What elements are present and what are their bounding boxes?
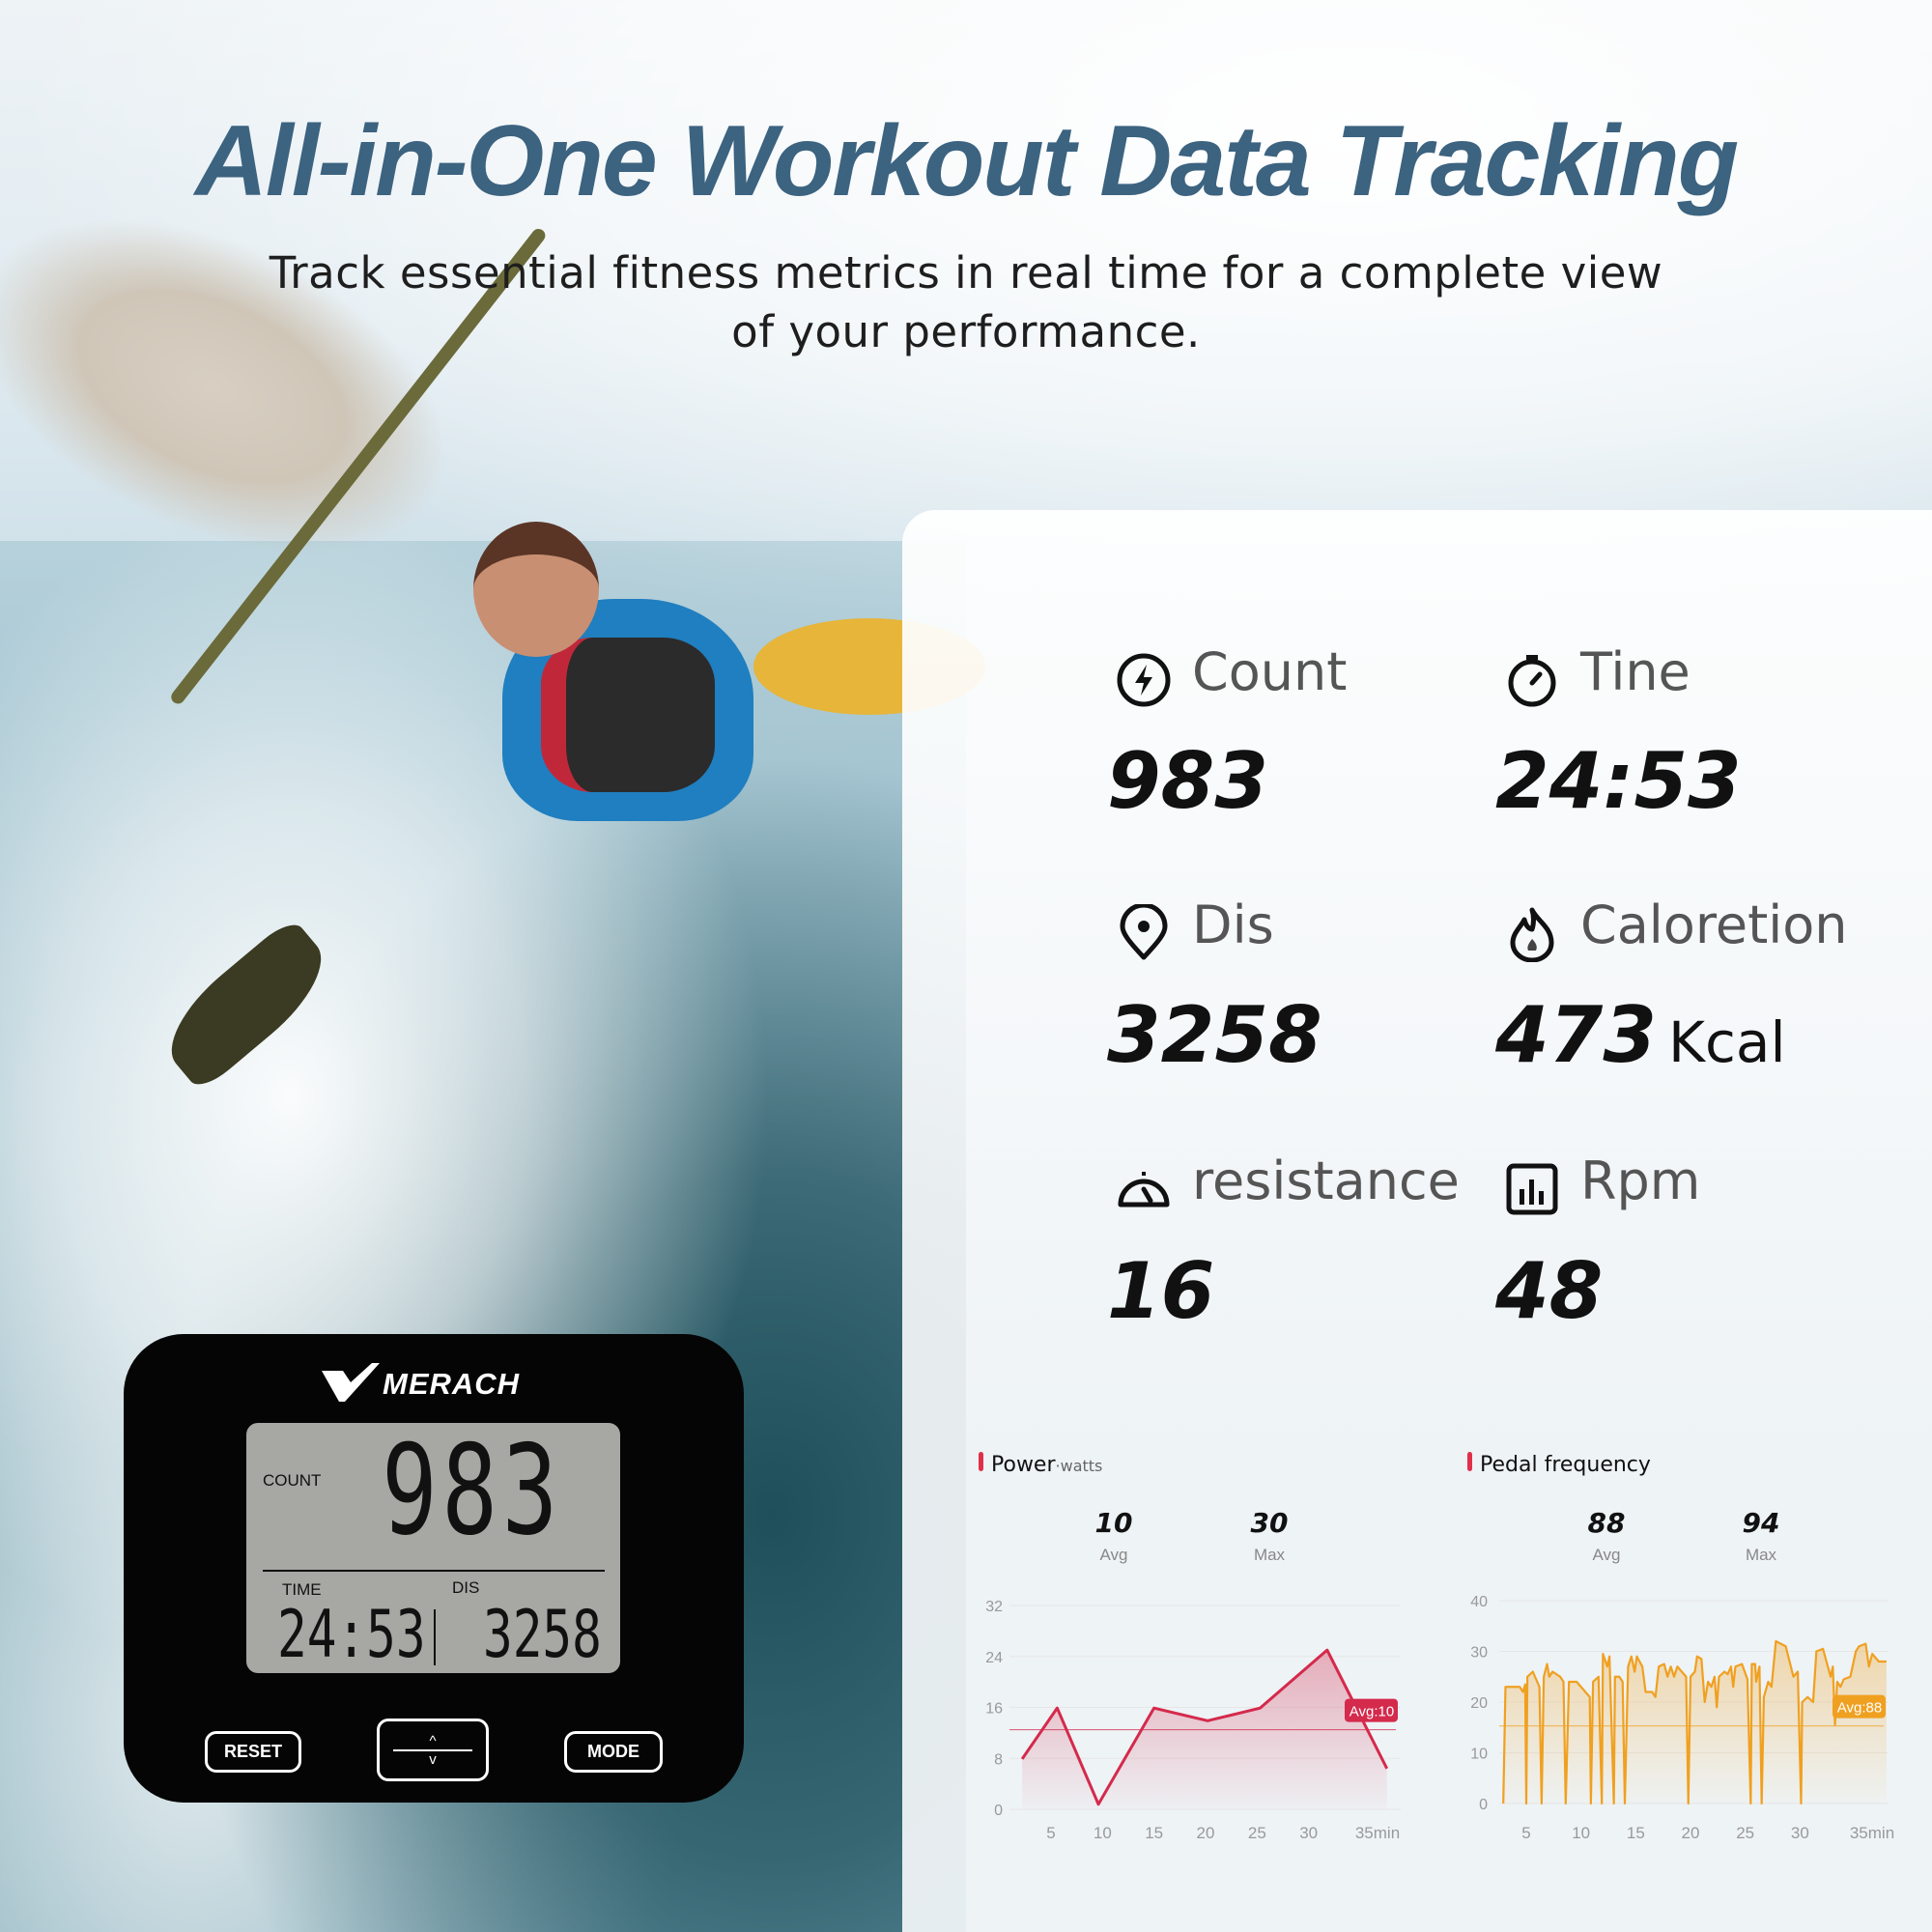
power-series-line: [1020, 1648, 1389, 1806]
power-ytick-label: 8: [994, 1751, 1003, 1768]
metric-label-3: Caloretion: [1580, 895, 1848, 955]
pedal-ytick-label: 30: [1470, 1645, 1488, 1662]
metric-value-wrap-5: 48: [1495, 1246, 1603, 1336]
reset-button[interactable]: RESET: [205, 1731, 301, 1773]
metric-value-wrap-4: 16: [1107, 1246, 1214, 1336]
subtitle-line-1: Track essential fitness metrics in real …: [269, 247, 1663, 298]
power-xtick-label: 30: [1299, 1824, 1318, 1842]
pedal-xtick-label: 30: [1791, 1824, 1809, 1842]
metric-value: 48: [1495, 1246, 1604, 1336]
pedal-xtick-label: 5: [1521, 1824, 1530, 1842]
up-arrow-icon[interactable]: ^: [429, 1732, 437, 1749]
lcd-dis-label: DIS: [452, 1578, 480, 1597]
metric-label-0: Count: [1192, 641, 1348, 702]
power-xtick-label: 25: [1248, 1824, 1266, 1842]
power-chart-title: Power ·watts: [979, 1452, 1102, 1477]
stopwatch-icon: [1508, 655, 1556, 707]
metric-value-wrap-1: 24:53: [1495, 736, 1742, 826]
life-vest-image: [541, 638, 715, 792]
pedal-title-text: Pedal frequency: [1480, 1453, 1651, 1477]
power-max-label: Max: [1253, 1546, 1286, 1564]
pedal-avg-label: Avg: [1592, 1546, 1621, 1564]
page-title: All-in-One Workout Data Tracking: [194, 105, 1739, 217]
metric-value: 16: [1107, 1246, 1215, 1336]
pedal-avg-tag-bg: [1833, 1694, 1886, 1719]
metric-value: 983: [1107, 736, 1268, 826]
power-xtick-label: 20: [1197, 1824, 1215, 1842]
lcd-separator: [434, 1609, 436, 1665]
power-ytick-label: 16: [985, 1701, 1003, 1718]
lcd-count-value: 983: [382, 1419, 562, 1563]
bar-chart-icon: [1506, 1163, 1558, 1215]
power-max-value: 30: [1250, 1507, 1289, 1539]
pedal-max-label: Max: [1745, 1546, 1777, 1564]
pedal-ytick-label: 40: [1470, 1594, 1488, 1610]
metric-value: 473: [1495, 990, 1657, 1080]
title-marker: [979, 1452, 983, 1471]
power-ytick-label: 0: [994, 1803, 1003, 1819]
brand-name: MERACH: [383, 1367, 521, 1401]
lightning-circle-icon: [1117, 653, 1171, 707]
pedal-xtick-label: 10: [1572, 1824, 1590, 1842]
pedal-ytick-label: 20: [1470, 1695, 1488, 1712]
metric-value-wrap-0: 983: [1107, 736, 1268, 826]
power-avg-label: Avg: [1099, 1546, 1128, 1564]
metric-label-2: Dis: [1192, 895, 1274, 955]
lcd-time-value: 24:53: [277, 1597, 426, 1673]
pedal-ytick-label: 10: [1470, 1747, 1488, 1763]
up-down-button[interactable]: ^ v: [377, 1719, 489, 1781]
metric-label-4: resistance: [1192, 1151, 1460, 1211]
lcd-time-label: TIME: [282, 1580, 322, 1599]
pedal-max-value: 94: [1742, 1507, 1780, 1539]
metric-value: 24:53: [1495, 736, 1742, 826]
pedal-xtick-label: 20: [1682, 1824, 1700, 1842]
metric-value-wrap-3: 473 Kcal: [1495, 990, 1786, 1080]
mode-button[interactable]: MODE: [564, 1731, 663, 1773]
power-avg-tag: Avg:10: [1350, 1704, 1394, 1720]
pedal-ytick-label: 0: [1479, 1797, 1488, 1813]
power-title-text: Power: [991, 1453, 1056, 1477]
down-arrow-icon[interactable]: v: [429, 1750, 437, 1768]
location-pin-icon: [1120, 904, 1168, 960]
flame-icon: [1510, 907, 1554, 962]
pedal-avg-tag: Avg:88: [1837, 1700, 1882, 1717]
gauge-icon: [1118, 1172, 1170, 1208]
power-avg-value: 10: [1094, 1507, 1133, 1539]
lcd-divider: [263, 1570, 605, 1572]
metric-label-1: Tine: [1580, 641, 1690, 702]
power-xtick-label: 35min: [1355, 1824, 1400, 1842]
power-ytick-label: 24: [985, 1650, 1003, 1666]
console-device: MERACH COUNT 983 TIME DIS 24:53 3258 RES…: [124, 1334, 744, 1803]
lcd-count-label: COUNT: [263, 1471, 322, 1490]
button-divider: [393, 1748, 472, 1751]
pedal-xtick-label: 25: [1736, 1824, 1754, 1842]
metric-value-wrap-2: 3258: [1107, 990, 1322, 1080]
power-xtick-label: 5: [1046, 1824, 1055, 1842]
lcd-screen: COUNT 983 TIME DIS 24:53 3258: [246, 1419, 620, 1673]
power-avg-tag-bg: [1345, 1698, 1398, 1722]
metric-unit: Kcal: [1668, 1009, 1786, 1075]
pedal-xtick-label: 35min: [1850, 1824, 1894, 1842]
power-xtick-label: 15: [1145, 1824, 1163, 1842]
pedal-avg-value: 88: [1587, 1507, 1626, 1539]
pedal-area: [1503, 1641, 1887, 1804]
pedal-chart-title: Pedal frequency: [1467, 1452, 1651, 1477]
power-xtick-label: 10: [1094, 1824, 1112, 1842]
metric-label-5: Rpm: [1580, 1151, 1701, 1211]
metric-value: 3258: [1107, 990, 1322, 1080]
pedal-xtick-label: 15: [1627, 1824, 1645, 1842]
power-ytick-label: 32: [985, 1599, 1003, 1615]
merach-logo-icon: [322, 1363, 380, 1402]
title-marker: [1467, 1452, 1472, 1471]
lcd-dis-value: 3258: [483, 1597, 602, 1673]
subtitle-line-2: of your performance.: [731, 306, 1201, 357]
power-unit: ·watts: [1055, 1457, 1103, 1475]
